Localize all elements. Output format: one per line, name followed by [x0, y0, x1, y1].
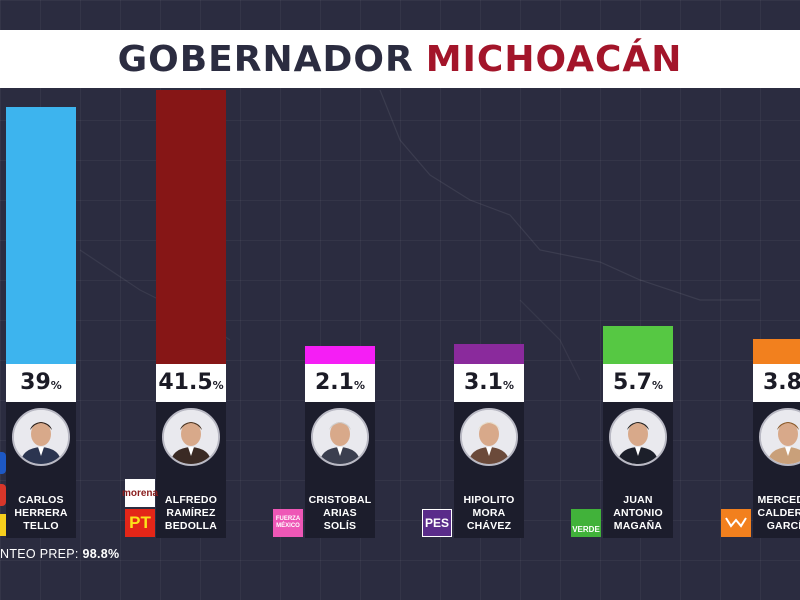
pt-logo-icon: PT	[125, 509, 155, 537]
candidate-card-alfredo: ALFREDO RAMÍREZ BEDOLLA	[156, 402, 226, 538]
candidate-name-line: ALFREDO	[164, 494, 218, 506]
pes-logo-icon: PES	[422, 509, 452, 537]
candidate-name-line: CALDERÓN	[757, 507, 800, 519]
pct-label-carlos: 39%	[6, 364, 76, 402]
bar-carlos	[6, 106, 76, 364]
candidate-name-line: MERCEDES	[757, 494, 800, 506]
candidate-name-line: SOLÍS	[323, 520, 357, 532]
candidate-card-hipolito: HIPOLITO MORA CHÁVEZ	[454, 402, 524, 538]
pct-label-mercedes: 3.8%	[753, 364, 800, 402]
person-photo-icon	[759, 408, 800, 466]
candidate-name-line: BEDOLLA	[164, 520, 218, 532]
bar-cristobal	[305, 346, 375, 364]
candidate-name-line: TELLO	[23, 520, 59, 532]
title-band: GOBERNADOR MICHOACÁN	[0, 30, 800, 88]
title-part-1: GOBERNADOR	[117, 38, 414, 80]
fuerza-mexico-logo-icon: FUERZA MÉXICO	[273, 509, 303, 537]
bar-mercedes	[753, 338, 800, 364]
candidate-name-line: ANTONIO	[613, 507, 663, 519]
candidate-card-carlos: CARLOS HERRERA TELLO	[6, 402, 76, 538]
pct-label-alfredo: 41.5%	[156, 364, 226, 402]
candidate-card-mercedes: MERCEDES CALDERÓN GARCÍA	[753, 402, 800, 538]
candidate-card-cristobal: CRISTOBAL ARIAS SOLÍS	[305, 402, 375, 538]
person-photo-icon	[609, 408, 667, 466]
pan-logo-icon	[0, 452, 6, 474]
title-part-2: MICHOACÁN	[425, 38, 683, 80]
candidate-card-juan: JUAN ANTONIO MAGAÑA	[603, 402, 673, 538]
candidate-name-line: GARCÍA	[766, 520, 800, 532]
pct-label-hipolito: 3.1%	[454, 364, 524, 402]
verde-logo-icon: VERDE	[571, 509, 601, 537]
pct-label-juan: 5.7%	[603, 364, 673, 402]
prep-count-text: NTEO PREP: 98.8%	[0, 547, 120, 561]
person-photo-icon	[460, 408, 518, 466]
candidate-name-line: HERRERA	[14, 507, 68, 519]
candidate-name-line: CARLOS	[18, 494, 64, 506]
candidate-name-line: HIPOLITO	[463, 494, 515, 506]
person-photo-icon	[311, 408, 369, 466]
morena-logo-icon: morena	[122, 479, 158, 507]
bar-hipolito	[454, 343, 524, 364]
candidate-name-line: MAGAÑA	[613, 520, 663, 532]
candidate-name-line: ARIAS	[323, 507, 357, 519]
person-photo-icon	[162, 408, 220, 466]
person-photo-icon	[12, 408, 70, 466]
candidate-name-line: MORA	[472, 507, 506, 519]
pri-logo-icon	[0, 484, 6, 506]
candidate-name-line: JUAN	[623, 494, 653, 506]
candidate-name-line: CRISTOBAL	[308, 494, 372, 506]
bar-alfredo	[156, 90, 226, 364]
prd-logo-icon	[0, 514, 6, 536]
candidate-name-line: CHÁVEZ	[466, 520, 512, 532]
movimiento-ciudadano-logo-icon	[721, 509, 751, 537]
candidate-name-line: RAMÍREZ	[166, 507, 216, 519]
pct-label-cristobal: 2.1%	[305, 364, 375, 402]
bar-juan	[603, 326, 673, 364]
